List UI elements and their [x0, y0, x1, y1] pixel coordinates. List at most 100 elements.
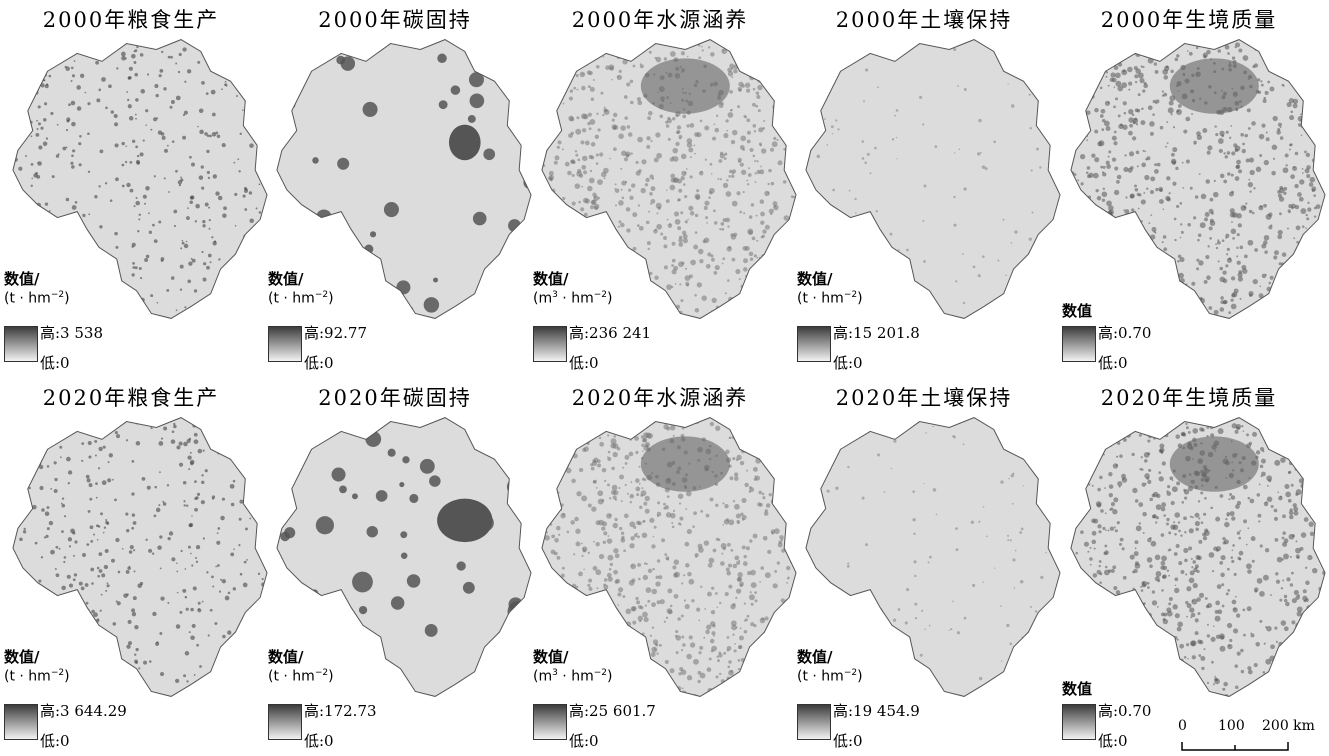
legend-title: 数值/ — [4, 648, 40, 666]
legend-unit-part: 3 — [552, 290, 558, 300]
region-map — [1070, 417, 1326, 697]
legend-unit-part: ) — [328, 668, 334, 685]
legend-unit-part: −2 — [50, 290, 65, 300]
legend-unit-part: (m — [533, 290, 553, 307]
legend-low-label: 低:0 — [40, 732, 70, 750]
panel-title: 2020年碳固持 — [318, 386, 472, 410]
legend-color-ramp — [1062, 704, 1096, 740]
legend-unit-part: ) — [64, 668, 70, 685]
legend-title: 数值 — [1062, 302, 1093, 320]
legend-unit: (m3 · hm−2) — [533, 668, 612, 685]
legend-unit: (t · hm−2) — [4, 668, 70, 685]
panel-title: 2000年粮食生产 — [42, 8, 220, 32]
legend-high-label: 高:19 454.9 — [833, 702, 920, 720]
legend-color-ramp — [797, 704, 831, 740]
map-panel: 2000年粮食生产数值/ (t · hm−2) 高:3 538 低:0 — [0, 0, 268, 376]
legend-title: 数值 — [1062, 680, 1093, 698]
legend-unit-part: (t · hm — [4, 668, 51, 685]
legend-unit: (t · hm−2) — [268, 290, 334, 307]
legend-low-label: 低:0 — [833, 732, 863, 750]
region-map — [1070, 39, 1326, 319]
legend-high-label: 高:3 644.29 — [40, 702, 127, 720]
map-panel: 2020年生境质量 数值 高:0.70 低:0 — [1058, 378, 1326, 754]
region-map — [805, 39, 1061, 319]
legend-unit-part: · hm — [557, 290, 594, 307]
panel-title: 2020年土壤保持 — [835, 386, 1013, 410]
map-panel: 2020年粮食生产数值/ (t · hm−2) 高:3 644.29 低:0 — [0, 378, 268, 754]
legend-title: 数值/ — [533, 270, 569, 288]
map-panel: 2000年土壤保持 数值/ (t · hm−2) 高:15 201.8 低:0 — [793, 0, 1061, 376]
legend-color-ramp — [533, 704, 567, 740]
legend-color-ramp — [268, 704, 302, 740]
legend-unit-part: (m — [533, 668, 553, 685]
legend-low-label: 低:0 — [569, 732, 599, 750]
legend-low-label: 低:0 — [40, 354, 70, 372]
legend-unit: (t · hm−2) — [797, 668, 863, 685]
legend-high-label: 高:3 538 — [40, 324, 103, 342]
legend-unit: (t · hm−2) — [4, 290, 70, 307]
legend-low-label: 低:0 — [833, 354, 863, 372]
legend-unit-part: −2 — [314, 290, 329, 300]
panel-title: 2000年水源涵养 — [571, 8, 749, 32]
legend-color-ramp — [797, 326, 831, 362]
map-panel: 2000年水源涵养数值/ (m3 · hm−2) 高:236 241 低:0 — [529, 0, 797, 376]
legend-unit-part: −2 — [314, 668, 329, 678]
region-map — [276, 39, 532, 319]
region-map — [12, 39, 268, 319]
scale-tick-label: 100 — [1218, 718, 1245, 734]
scale-tick-label: 200 km — [1262, 718, 1315, 734]
legend-unit-part: −2 — [843, 290, 858, 300]
map-panel: 2000年碳固持 数值/ (t · hm−2) 高:92.77 低:0 — [264, 0, 532, 376]
legend-unit-part: ) — [607, 290, 613, 307]
scale-tick-label: 0 — [1178, 718, 1187, 734]
legend-unit-part: ) — [607, 668, 613, 685]
legend-low-label: 低:0 — [304, 354, 334, 372]
map-panel: 2020年土壤保持数值/ (t · hm−2) 高:19 454.9 低:0 — [793, 378, 1061, 754]
region-map — [541, 39, 797, 319]
legend-high-label: 高:0.70 — [1098, 702, 1152, 720]
panel-title: 2000年生境质量 — [1100, 8, 1278, 32]
panel-title: 2020年水源涵养 — [571, 386, 749, 410]
region-map — [276, 417, 532, 697]
legend-title: 数值/ — [268, 270, 304, 288]
legend-high-label: 高:0.70 — [1098, 324, 1152, 342]
legend-title: 数值/ — [797, 648, 833, 666]
legend-unit-part: (t · hm — [268, 290, 315, 307]
legend-unit-part: −2 — [50, 668, 65, 678]
legend-color-ramp — [533, 326, 567, 362]
scale-bar: 0 100 200 km — [1178, 718, 1315, 754]
legend-unit-part: (t · hm — [4, 290, 51, 307]
legend-unit-part: −2 — [593, 668, 607, 678]
legend-title: 数值/ — [797, 270, 833, 288]
legend-high-label: 高:172.73 — [304, 702, 377, 720]
legend-unit-part: ) — [64, 290, 70, 307]
map-panel: 2000年生境质量 数值 高:0.70 低:0 — [1058, 0, 1326, 376]
legend-low-label: 低:0 — [569, 354, 599, 372]
legend-unit-part: (t · hm — [797, 290, 844, 307]
legend-color-ramp — [4, 326, 38, 362]
legend-title: 数值/ — [4, 270, 40, 288]
legend-high-label: 高:236 241 — [569, 324, 652, 342]
region-map — [541, 417, 797, 697]
legend-color-ramp — [4, 704, 38, 740]
legend-unit-part: ) — [328, 290, 334, 307]
legend-unit-part: 3 — [552, 668, 558, 678]
legend-unit: (m3 · hm−2) — [533, 290, 612, 307]
region-map — [12, 417, 268, 697]
legend-unit-part: −2 — [593, 290, 607, 300]
panel-title: 2020年粮食生产 — [42, 386, 220, 410]
legend-unit-part: (t · hm — [797, 668, 844, 685]
legend-high-label: 高:15 201.8 — [833, 324, 920, 342]
legend-unit-part: −2 — [843, 668, 858, 678]
legend-color-ramp — [1062, 326, 1096, 362]
map-panel: 2020年碳固持数值/ (t · hm−2) 高:172.73 低:0 — [264, 378, 532, 754]
legend-unit: (t · hm−2) — [268, 668, 334, 685]
legend-unit-part: (t · hm — [268, 668, 315, 685]
legend-title: 数值/ — [268, 648, 304, 666]
legend-unit-part: ) — [857, 668, 863, 685]
legend-high-label: 高:92.77 — [304, 324, 367, 342]
region-map — [805, 417, 1061, 697]
map-panel: 2020年水源涵养 数值/ (m3 · hm−2) 高:25 601.7 低:0 — [529, 378, 797, 754]
legend-low-label: 低:0 — [304, 732, 334, 750]
legend-unit-part: ) — [857, 290, 863, 307]
